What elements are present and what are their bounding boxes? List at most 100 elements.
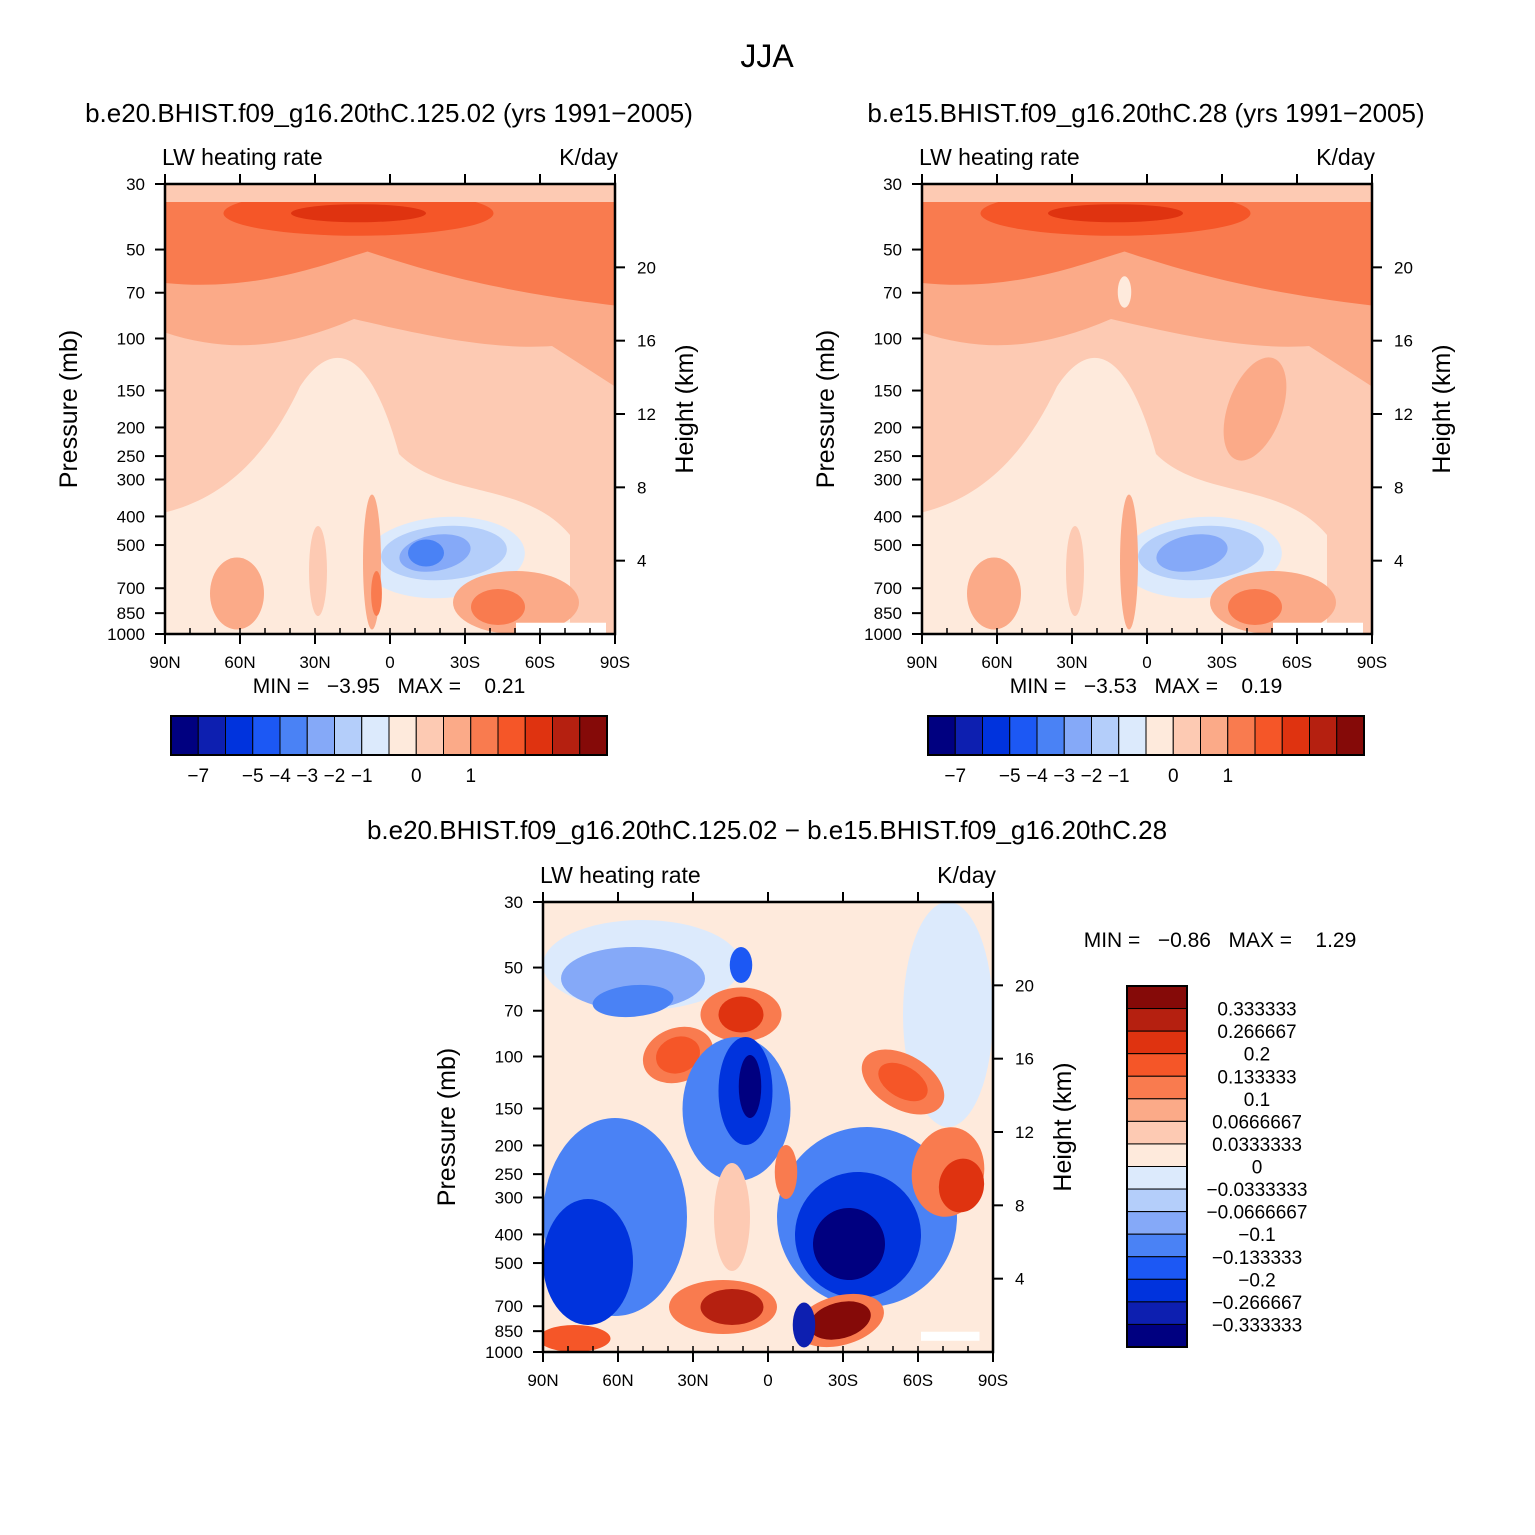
y-tick-label: 400 <box>495 1225 523 1244</box>
missing-data <box>1273 622 1363 634</box>
contour-surface-negative <box>792 1302 816 1348</box>
colorbar-box <box>1126 1211 1188 1235</box>
y2-tick-label: 12 <box>637 405 656 424</box>
units-label: K/day <box>937 862 996 888</box>
panel-model-b: b.e15.BHIST.f09_g16.20thC.28 (yrs 1991−2… <box>812 98 1456 787</box>
colorbar-box <box>1309 715 1338 756</box>
colorbar-box <box>225 715 254 756</box>
colorbar-box <box>1126 1301 1188 1325</box>
contour-field <box>922 184 1372 634</box>
colorbar-label: −5 <box>999 766 1021 787</box>
contour-warm-column-core <box>774 1145 798 1199</box>
y-tick-label: 200 <box>874 418 902 437</box>
colorbar-box <box>1336 715 1365 756</box>
colorbar-label: −4 <box>269 766 291 787</box>
colorbar-box <box>497 715 526 756</box>
x-tick-label: 90S <box>1357 653 1387 672</box>
y-tick-label: 50 <box>504 959 523 978</box>
x-tick-label: 30N <box>1056 653 1087 672</box>
y-tick-label: 150 <box>495 1100 523 1119</box>
y2-tick-label: 4 <box>1015 1270 1024 1289</box>
contour-tropical-negative-max <box>738 1055 762 1118</box>
contour-itcz <box>1120 494 1138 630</box>
colorbar-box <box>1126 1323 1188 1348</box>
x-tick-label: 60N <box>602 1371 633 1390</box>
colorbar-label: −4 <box>1026 766 1048 787</box>
x-tick-label: 30N <box>677 1371 708 1390</box>
y-tick-label: 200 <box>495 1136 523 1155</box>
colorbar-box <box>334 715 363 756</box>
contour-upper-pale <box>1117 276 1132 308</box>
colorbar-box <box>361 715 390 756</box>
figure-title: JJA <box>740 38 794 74</box>
colorbar-box <box>1118 715 1147 756</box>
contour-north-negative-core <box>543 1199 633 1325</box>
colorbar-label: 0.2 <box>1244 1045 1270 1066</box>
y2-tick-label: 4 <box>637 552 646 571</box>
y-tick-label: 100 <box>874 330 902 349</box>
colorbar-box <box>1126 1278 1188 1303</box>
y2-tick-label: 20 <box>1015 976 1034 995</box>
colorbar-box <box>1254 715 1283 756</box>
colorbar-box <box>1172 715 1201 756</box>
colorbar-box <box>1126 1166 1188 1190</box>
colorbar-box <box>982 715 1011 756</box>
y2-tick-label: 12 <box>1015 1123 1034 1142</box>
contour-polar-warm <box>543 1325 611 1352</box>
y2-tick-label: 8 <box>1015 1196 1024 1215</box>
min-max-label: MIN = −3.95 MAX = 0.21 <box>253 675 526 698</box>
panel-title: b.e20.BHIST.f09_g16.20thC.125.02 (yrs 19… <box>85 98 693 128</box>
y2-tick-label: 8 <box>1394 478 1403 497</box>
y-tick-label: 500 <box>874 536 902 555</box>
colorbar-box <box>470 715 499 756</box>
x-tick-label: 30S <box>828 1371 858 1390</box>
contour-bl-warm-north <box>967 557 1021 630</box>
x-tick-label: 30S <box>450 653 480 672</box>
colorbar: −7 −5 −4 −3 −2 −1 0 1 <box>170 715 608 787</box>
colorbar-box <box>1145 715 1174 756</box>
y-tick-label: 70 <box>883 284 902 303</box>
y-tick-label: 1000 <box>485 1343 523 1362</box>
contour-bl-warm-south-max <box>809 1301 871 1340</box>
panel-title: b.e20.BHIST.f09_g16.20thC.125.02 − b.e15… <box>367 815 1167 845</box>
field-label: LW heating rate <box>540 862 701 888</box>
contour-warm-cap-core <box>718 996 764 1033</box>
x-tick-label: 60N <box>981 653 1012 672</box>
x-tick-label: 30N <box>299 653 330 672</box>
panel-model-a: b.e20.BHIST.f09_g16.20thC.125.02 (yrs 19… <box>55 98 699 787</box>
y-tick-label: 300 <box>117 470 145 489</box>
colorbar-box <box>1126 985 1188 1010</box>
colorbar-label: 0 <box>1168 766 1179 787</box>
colorbar-label: 1 <box>1222 766 1233 787</box>
x-tick-label: 90N <box>149 653 180 672</box>
y-tick-label: 700 <box>874 579 902 598</box>
colorbar-label: −0.0666667 <box>1207 1203 1308 1224</box>
units-label: K/day <box>559 144 618 170</box>
colorbar-box <box>1063 715 1092 756</box>
y-axis-label: Pressure (mb) <box>433 1048 461 1206</box>
contour-bl-warm-north <box>210 557 264 630</box>
colorbar-frame <box>1126 985 1188 1348</box>
contour-top-strip <box>922 184 1372 202</box>
colorbar-box <box>1126 1075 1188 1100</box>
y-tick-label: 850 <box>117 604 145 623</box>
y2-tick-label: 16 <box>1394 332 1413 351</box>
colorbar-box <box>1126 1143 1188 1167</box>
colorbar-box <box>1281 715 1310 756</box>
colorbar-label: 0.133333 <box>1217 1067 1296 1088</box>
colorbar-label: 1 <box>465 766 476 787</box>
colorbar-box <box>197 715 226 756</box>
colorbar-frame <box>170 715 608 756</box>
y2-axis-label: Height (km) <box>1428 344 1456 473</box>
contour-equatorial-upper <box>729 947 753 983</box>
contour-field <box>165 184 615 634</box>
y-tick-label: 30 <box>504 893 523 912</box>
y-tick-label: 400 <box>117 507 145 526</box>
y-axis-label: Pressure (mb) <box>812 330 840 488</box>
contour-tropopause-max <box>1048 204 1183 223</box>
contour-tropopause-max <box>291 204 426 223</box>
field-label: LW heating rate <box>162 144 323 170</box>
y2-axis-label: Height (km) <box>671 344 699 473</box>
contour-south-negative-max <box>813 1208 885 1280</box>
x-tick-label: 0 <box>763 1371 772 1390</box>
